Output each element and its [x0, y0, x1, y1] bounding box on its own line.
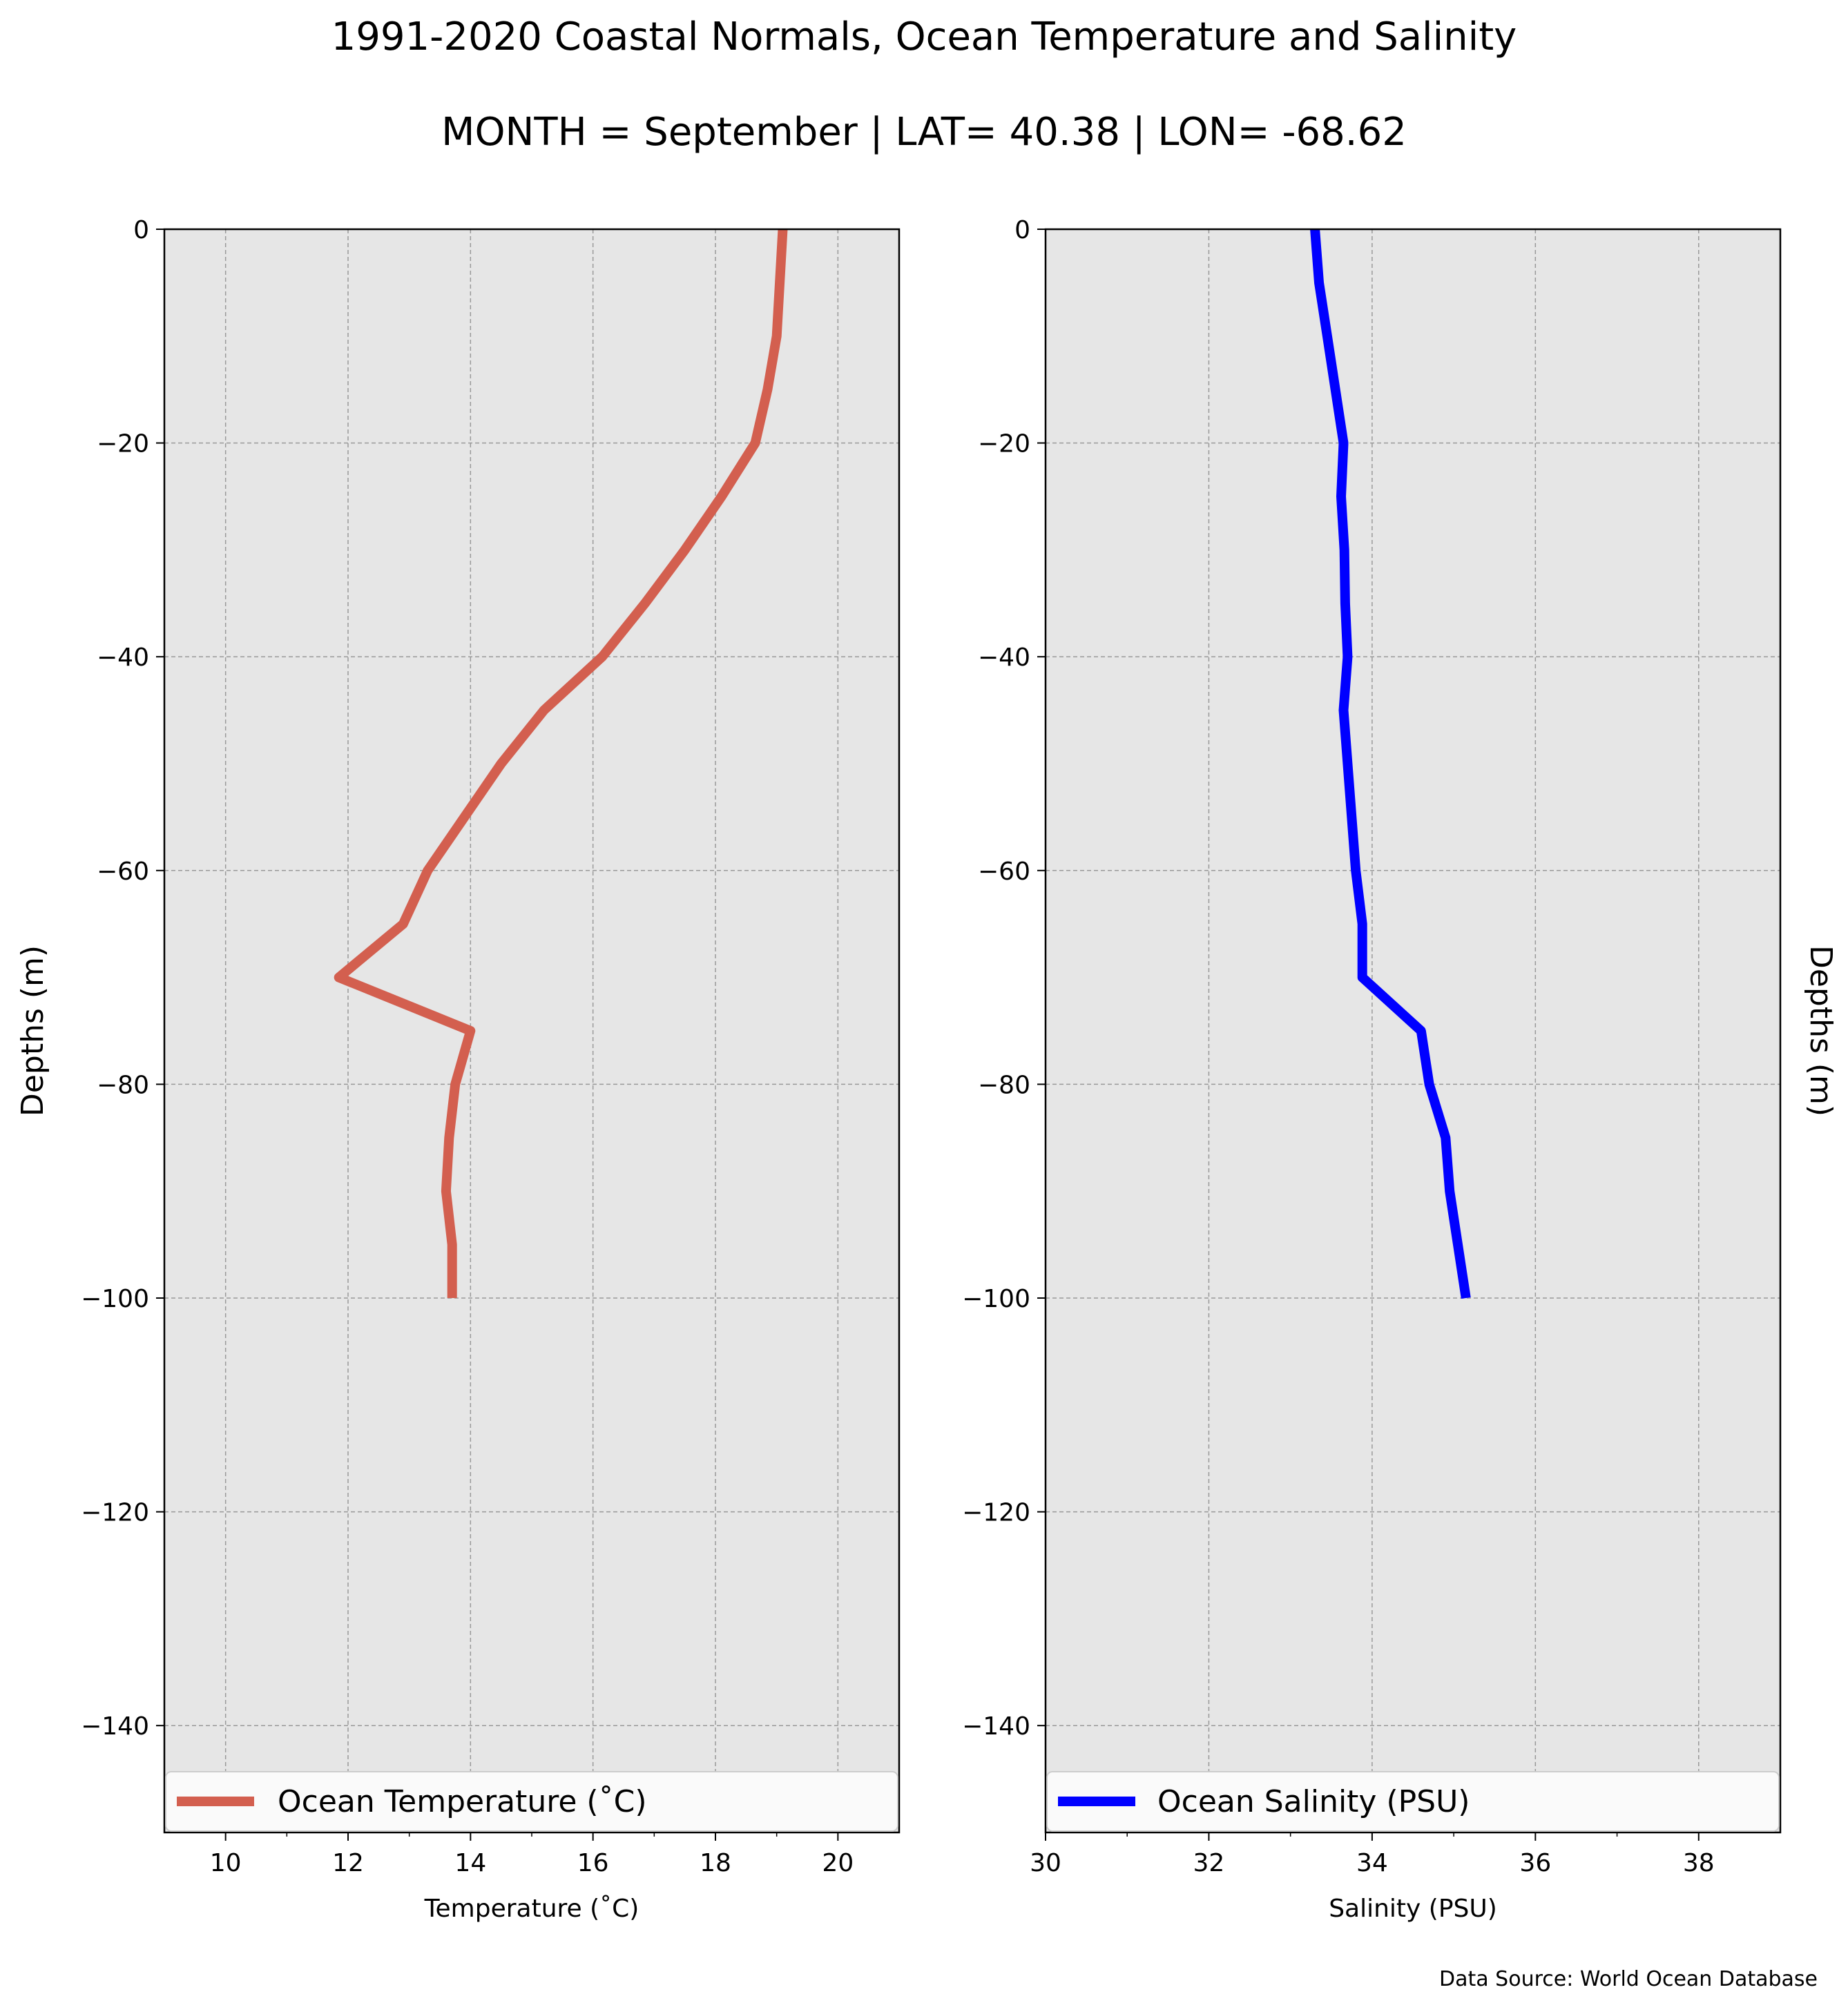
salinity-y-tick-label: −40 — [978, 644, 1030, 672]
salinity-x-tick-label: 38 — [1683, 1849, 1715, 1877]
salinity-x-tick-label: 32 — [1193, 1849, 1225, 1877]
temperature-y-tick-label: −80 — [97, 1071, 149, 1099]
temperature-x-tick-label: 12 — [332, 1849, 364, 1877]
salinity-series-line — [1310, 229, 1471, 1299]
salinity-y-tick-label: −60 — [978, 858, 1030, 886]
salinity-x-axis-label: Salinity (PSU) — [1329, 1895, 1497, 1923]
salinity-legend-box — [1046, 1771, 1780, 1832]
temperature-x-axis-label: Temperature (˚C) — [424, 1895, 639, 1923]
temperature-y-tick-label: −60 — [97, 858, 149, 886]
temperature-x-tick-label: 18 — [700, 1849, 731, 1877]
data-source-note: Data Source: World Ocean Database — [1439, 1967, 1818, 1991]
salinity-panel: 30 32 34 36 38 0 −20 −40 −60 −80 −100 −120 −140 Ocea… — [962, 216, 1838, 1923]
salinity-series-group — [1310, 229, 1471, 1299]
salinity-y-tick-label: −20 — [978, 430, 1030, 458]
chart-title: 1991-2020 Coastal Normals, Ocean Tempera… — [331, 14, 1517, 59]
temperature-series-group — [334, 229, 788, 1298]
salinity-y-tick-label: −120 — [962, 1499, 1030, 1527]
temperature-x-tick-label: 10 — [210, 1849, 242, 1877]
temperature-legend: Ocean Temperature (˚C) — [165, 1771, 898, 1832]
temperature-plot-frame — [163, 228, 901, 1834]
salinity-plot-area — [1046, 229, 1780, 1832]
salinity-y-tick-label: −140 — [962, 1712, 1030, 1741]
salinity-legend: Ocean Salinity (PSU) — [1046, 1771, 1780, 1832]
temperature-y-tick-label: −100 — [81, 1285, 149, 1313]
temperature-y-tick-label: −40 — [97, 644, 149, 672]
temperature-legend-box — [165, 1771, 898, 1832]
temperature-y-tick-label: −120 — [81, 1499, 149, 1527]
salinity-y-axis-label: Depths (m) — [1803, 945, 1838, 1116]
salinity-ticks: 30 32 34 36 38 0 −20 −40 −60 −80 −100 −120 −140 — [962, 216, 1715, 1877]
temperature-x-tick-label: 14 — [454, 1849, 486, 1877]
salinity-y-tick-label: 0 — [1014, 216, 1030, 244]
temperature-y-axis-label: Depths (m) — [15, 945, 50, 1116]
temperature-legend-label: Ocean Temperature (˚C) — [278, 1784, 647, 1819]
temperature-series-line — [334, 229, 788, 1298]
temperature-panel: 10 12 14 16 18 20 0 −20 −40 −60 −80 −100 −120 −140 Oc… — [15, 216, 901, 1923]
salinity-plot-frame — [1044, 228, 1782, 1834]
temperature-y-tick-label: 0 — [133, 216, 149, 244]
salinity-y-tick-label: −80 — [978, 1071, 1030, 1099]
salinity-legend-label: Ocean Salinity (PSU) — [1157, 1784, 1470, 1819]
salinity-x-tick-label: 34 — [1356, 1849, 1388, 1877]
temperature-ticks: 10 12 14 16 18 20 0 −20 −40 −60 −80 −100 −120 −140 — [81, 216, 854, 1877]
salinity-x-tick-label: 36 — [1519, 1849, 1551, 1877]
chart-subtitle: MONTH = September | LAT= 40.38 | LON= -6… — [441, 110, 1407, 155]
salinity-x-tick-label: 30 — [1030, 1849, 1061, 1877]
temperature-plot-area — [164, 229, 899, 1832]
temperature-y-tick-label: −20 — [97, 430, 149, 458]
temperature-x-tick-label: 16 — [577, 1849, 609, 1877]
salinity-y-tick-label: −100 — [962, 1285, 1030, 1313]
temperature-y-tick-label: −140 — [81, 1712, 149, 1741]
temperature-x-tick-label: 20 — [822, 1849, 854, 1877]
